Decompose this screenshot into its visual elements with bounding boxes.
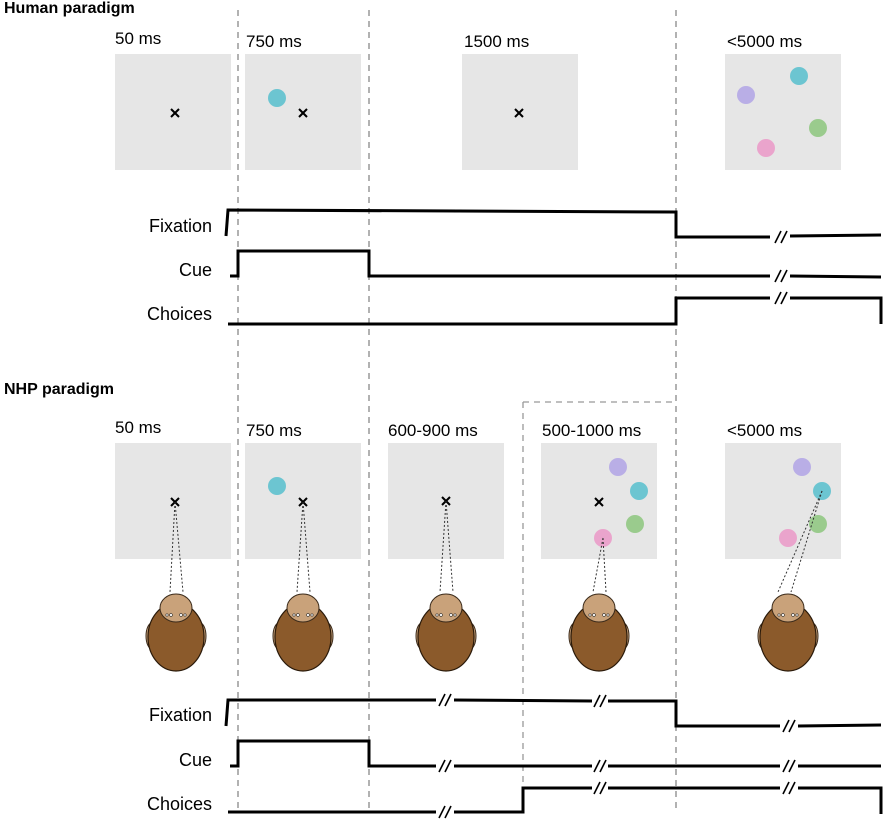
nhp-choice4-cyan [630,482,648,500]
nhp-fixation-crosses [170,496,604,507]
nhp-epoch-4-label: 500-1000 ms [542,421,642,440]
nhp-choice5-green [809,515,827,533]
highlight-box [522,401,676,812]
nhp-choice4-lavender [609,458,627,476]
human-choice-pink [757,139,775,157]
nhp-epoch-3-label: 600-900 ms [388,421,478,440]
nhp-signal-fixation-label: Fixation [148,705,212,725]
human-fixation-cross-2 [298,108,308,118]
human-epoch-3-label: 1500 ms [464,32,530,51]
human-paradigm-title: Human paradigm [4,0,135,17]
human-epoch-2-label: 750 ms [246,32,302,51]
human-epoch-4-label: <5000 ms [727,32,803,51]
nhp-epoch-2-label: 750 ms [246,421,302,440]
nhp-cue-dot [268,477,286,495]
human-signal-cue-label: Cue [178,260,212,280]
nhp-paradigm-title: NHP paradigm [4,381,114,398]
human-choice-cyan [790,67,808,85]
epoch-separators [237,10,677,812]
monkey-5 [757,593,819,672]
nhp-epoch-1-label: 50 ms [115,418,162,437]
nhp-cue-trace [230,739,436,768]
human-choice-green [809,119,827,137]
nhp-timelines [224,698,883,814]
nhp-signal-cue-label: Cue [178,750,212,770]
human-choices-trace [228,296,770,326]
human-fixation-cross-3 [514,108,524,118]
nhp-epoch-5-label: <5000 ms [727,421,803,440]
human-signal-choices-label: Choices [146,304,212,324]
monkey-4 [568,593,630,672]
nhp-choice5-lavender [793,458,811,476]
human-fixation-trace [224,208,770,239]
nhp-break-marks [438,693,796,819]
human-fixation-cross-1 [170,108,180,118]
human-timelines [224,208,883,326]
nhp-fixation-trace [224,698,436,727]
gaze-lines [169,490,823,593]
human-cue-trace [230,249,770,278]
monkey-2 [272,593,334,672]
human-cue-dot [268,89,286,107]
human-signal-fixation-label: Fixation [148,216,212,236]
nhp-choice4-green [626,515,644,533]
nhp-choice5-pink [779,529,797,547]
human-break-marks [774,230,788,305]
nhp-signal-choices-label: Choices [146,794,212,814]
human-choice-lavender [737,86,755,104]
human-screen-choices [725,54,841,170]
monkey-3 [415,593,477,672]
monkey-1 [145,593,207,672]
human-epoch-1-label: 50 ms [115,29,162,48]
